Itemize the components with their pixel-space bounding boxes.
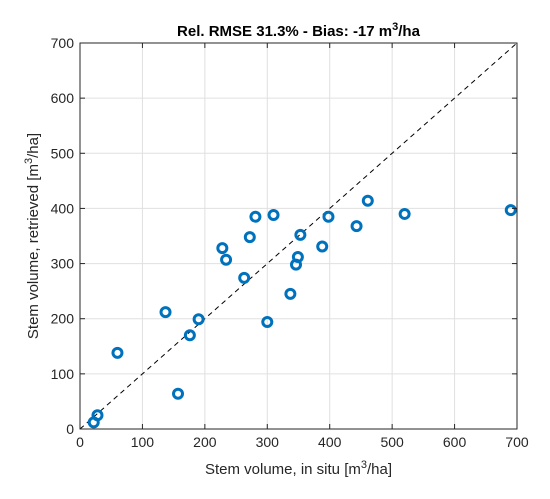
data-point xyxy=(216,242,229,255)
chart-title: Rel. RMSE 31.3% - Bias: -17 m3/ha xyxy=(177,21,421,40)
y-ticks: 0 100 200 300 400 500 600 700 xyxy=(51,35,517,437)
y-tick-label: 100 xyxy=(51,366,75,382)
data-point xyxy=(243,231,256,244)
y-axis-label: Stem volume, retrieved [m3/ha] xyxy=(23,133,42,339)
y-tick-label: 200 xyxy=(51,311,75,327)
data-point xyxy=(238,271,251,284)
data-points xyxy=(87,194,517,429)
data-point xyxy=(350,220,363,233)
y-tick-label: 0 xyxy=(66,421,74,437)
x-tick-label: 300 xyxy=(256,434,280,450)
data-point xyxy=(249,210,262,223)
data-point xyxy=(192,313,205,326)
data-point xyxy=(294,228,307,241)
data-point xyxy=(291,250,304,263)
plot-frame xyxy=(79,42,518,430)
data-point xyxy=(261,316,274,329)
data-point xyxy=(504,204,517,217)
data-point xyxy=(361,194,374,207)
data-point xyxy=(220,253,233,266)
data-point xyxy=(111,346,124,359)
data-point xyxy=(322,210,335,223)
x-axis-label: Stem volume, in situ [m3/ha] xyxy=(205,459,392,478)
data-point xyxy=(172,387,185,400)
x-tick-label: 200 xyxy=(193,434,217,450)
data-point xyxy=(284,287,297,300)
identity-line-group xyxy=(79,42,518,430)
x-tick-label: 0 xyxy=(76,434,84,450)
data-point xyxy=(91,409,104,422)
identity-line xyxy=(79,42,518,430)
x-tick-label: 400 xyxy=(318,434,342,450)
x-tick-label: 600 xyxy=(443,434,467,450)
y-tick-label: 500 xyxy=(51,145,75,161)
data-point xyxy=(267,209,280,222)
y-tick-label: 300 xyxy=(51,256,75,272)
data-point xyxy=(159,306,172,319)
x-ticks: 0 100 200 300 400 500 600 700 xyxy=(76,43,529,450)
data-point xyxy=(183,329,196,342)
data-point xyxy=(398,207,411,220)
y-tick-label: 600 xyxy=(51,90,75,106)
y-tick-label: 700 xyxy=(51,35,75,51)
x-tick-label: 100 xyxy=(131,434,155,450)
data-point xyxy=(316,240,329,253)
y-tick-label: 400 xyxy=(51,200,75,216)
x-tick-label: 700 xyxy=(505,434,529,450)
x-tick-label: 500 xyxy=(380,434,404,450)
